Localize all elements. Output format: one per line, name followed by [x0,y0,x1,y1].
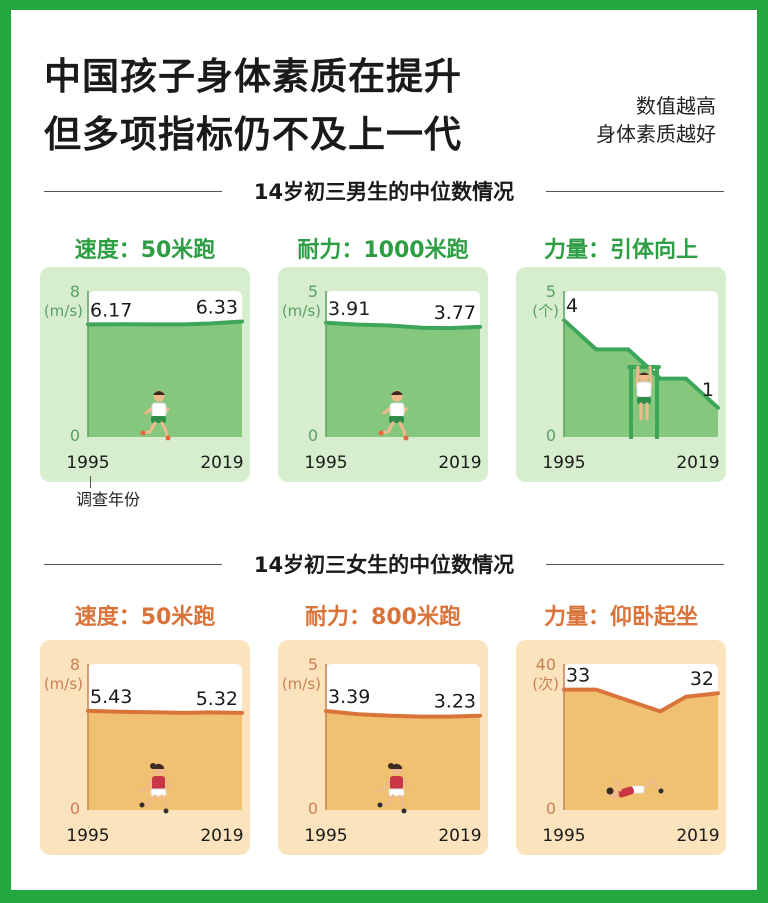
section-header-girls: 14岁初三女生的中位数情况 [44,549,724,579]
series-line [324,709,482,719]
chart-girls-endurance: 5 0 (m/s) 1995 2019 3.39 3.23 [278,640,488,855]
y-tick-label-top: 8 [70,282,80,301]
chart-boys-strength: 5 0 (个) 1995 2019 4 1 [516,267,726,482]
data-label-start: 6.17 [90,299,132,321]
x-tick-label-end: 2019 [438,826,481,846]
y-tick-label-bottom: 0 [70,799,80,818]
x-tick-label-end: 2019 [676,826,719,846]
y-axis-unit: (m/s) [282,302,321,320]
series-area [88,321,242,437]
headline-line-1: 中国孩子身体素质在提升 [44,55,462,98]
x-tick-label-start: 1995 [66,453,109,473]
series-area [326,322,480,437]
note-line-2: 身体素质越好 [596,122,716,146]
y-axis-unit: (m/s) [44,675,83,693]
data-label-start: 3.91 [328,298,370,320]
data-label-end: 1 [702,379,714,401]
x-tick-label-start: 1995 [542,826,585,846]
x-tick-label-start: 1995 [66,826,109,846]
x-tick-label-end: 2019 [200,826,243,846]
series-line [86,708,244,715]
chart-boys-endurance: 5 0 (m/s) 1995 2019 3.91 3.77 [278,267,488,482]
series-area [326,711,480,810]
runner-girl-icon [138,763,172,814]
data-label-end: 32 [690,668,714,690]
data-label-end: 5.32 [196,688,238,710]
section-title-girls: 14岁初三女生的中位数情况 [253,553,515,577]
headline-line-2: 但多项指标仍不及上一代 [44,113,462,156]
y-axis-unit: (个) [532,302,559,320]
series-area [88,710,242,810]
runner-boy-icon [140,390,171,441]
y-tick-label-top: 5 [308,282,318,301]
y-tick-label-bottom: 0 [546,799,556,818]
x-axis-note-pointer [90,476,91,488]
section-title-boys: 14岁初三男生的中位数情况 [253,180,515,204]
y-tick-label-bottom: 0 [70,426,80,445]
y-axis-unit: (m/s) [282,675,321,693]
runner-girl-icon [376,763,410,814]
chart-girls-speed: 8 0 (m/s) 1995 2019 5.43 5.32 [40,640,250,855]
y-tick-label-top: 5 [308,655,318,674]
series-line [324,320,482,331]
data-label-start: 3.39 [328,686,370,708]
y-tick-label-bottom: 0 [546,426,556,445]
chart-boys-speed: 8 0 (m/s) 1995 2019 6.17 6.33 [40,267,250,482]
data-label-start: 5.43 [90,686,132,708]
x-tick-label-end: 2019 [438,453,481,473]
y-tick-label-bottom: 0 [308,799,318,818]
runner-boy-icon [378,390,409,441]
series-line [562,687,720,714]
data-label-end: 3.77 [434,302,476,324]
series-line [562,318,720,410]
series-line [86,319,244,327]
chart-title-girls-speed: 速度：50米跑 [74,605,216,630]
data-label-end: 3.23 [434,691,476,713]
data-label-end: 6.33 [196,296,238,318]
note-line-1: 数值越高 [636,94,716,118]
chart-title-girls-endurance: 耐力：800米跑 [305,605,461,630]
chart-title-girls-strength: 力量：仰卧起坐 [543,605,698,630]
chart-title-boys-endurance: 耐力：1000米跑 [297,238,469,263]
situp-girl-icon [606,777,664,799]
pullup-boy-icon [627,365,661,439]
chart-title-boys-speed: 速度：50米跑 [74,238,216,263]
y-axis-unit: (m/s) [44,302,83,320]
x-tick-label-start: 1995 [542,453,585,473]
data-label-start: 4 [566,295,578,317]
chart-girls-strength: 40 0 (次) 1995 2019 33 32 [516,640,726,855]
y-tick-label-bottom: 0 [308,426,318,445]
data-label-start: 33 [566,665,590,687]
x-tick-label-start: 1995 [304,453,347,473]
y-axis-unit: (次) [532,675,559,693]
section-header-boys: 14岁初三男生的中位数情况 [44,176,724,206]
chart-title-boys-strength: 力量：引体向上 [543,238,698,263]
x-axis-note: 调查年份 [76,490,141,509]
x-tick-label-end: 2019 [676,453,719,473]
x-tick-label-start: 1995 [304,826,347,846]
x-tick-label-end: 2019 [200,453,243,473]
series-area [564,689,718,810]
y-tick-label-top: 8 [70,655,80,674]
y-tick-label-top: 5 [546,282,556,301]
y-tick-label-top: 40 [536,655,556,674]
